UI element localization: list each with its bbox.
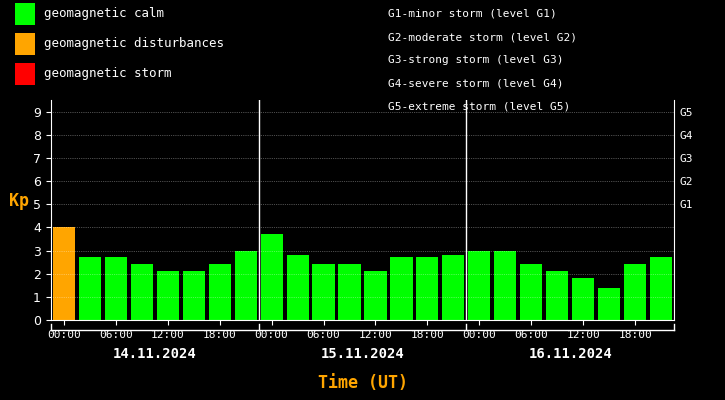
- Bar: [547, 271, 568, 320]
- Bar: [650, 258, 672, 320]
- Bar: [468, 250, 490, 320]
- Bar: [53, 227, 75, 320]
- Text: G3-strong storm (level G3): G3-strong storm (level G3): [388, 56, 563, 66]
- Bar: [365, 271, 386, 320]
- Text: 14.11.2024: 14.11.2024: [113, 347, 196, 361]
- Text: G1-minor storm (level G1): G1-minor storm (level G1): [388, 9, 557, 19]
- Bar: [339, 264, 360, 320]
- Bar: [209, 264, 231, 320]
- Text: Time (UT): Time (UT): [318, 374, 407, 392]
- Bar: [624, 264, 646, 320]
- Bar: [183, 271, 204, 320]
- Text: 16.11.2024: 16.11.2024: [529, 347, 612, 361]
- Bar: [235, 250, 257, 320]
- Bar: [598, 288, 621, 320]
- Text: geomagnetic storm: geomagnetic storm: [44, 68, 171, 80]
- Text: G5-extreme storm (level G5): G5-extreme storm (level G5): [388, 102, 570, 112]
- Bar: [130, 264, 153, 320]
- Text: G2-moderate storm (level G2): G2-moderate storm (level G2): [388, 32, 577, 42]
- Bar: [494, 250, 516, 320]
- Y-axis label: Kp: Kp: [9, 192, 29, 210]
- Bar: [572, 278, 594, 320]
- Text: geomagnetic calm: geomagnetic calm: [44, 8, 164, 20]
- Bar: [391, 258, 413, 320]
- Text: G4-severe storm (level G4): G4-severe storm (level G4): [388, 78, 563, 89]
- Bar: [104, 258, 127, 320]
- Bar: [416, 258, 439, 320]
- Bar: [442, 255, 465, 320]
- Text: geomagnetic disturbances: geomagnetic disturbances: [44, 38, 223, 50]
- Text: 15.11.2024: 15.11.2024: [320, 347, 405, 361]
- Bar: [521, 264, 542, 320]
- Bar: [312, 264, 334, 320]
- Bar: [157, 271, 178, 320]
- Bar: [286, 255, 309, 320]
- Bar: [79, 258, 101, 320]
- Bar: [260, 234, 283, 320]
